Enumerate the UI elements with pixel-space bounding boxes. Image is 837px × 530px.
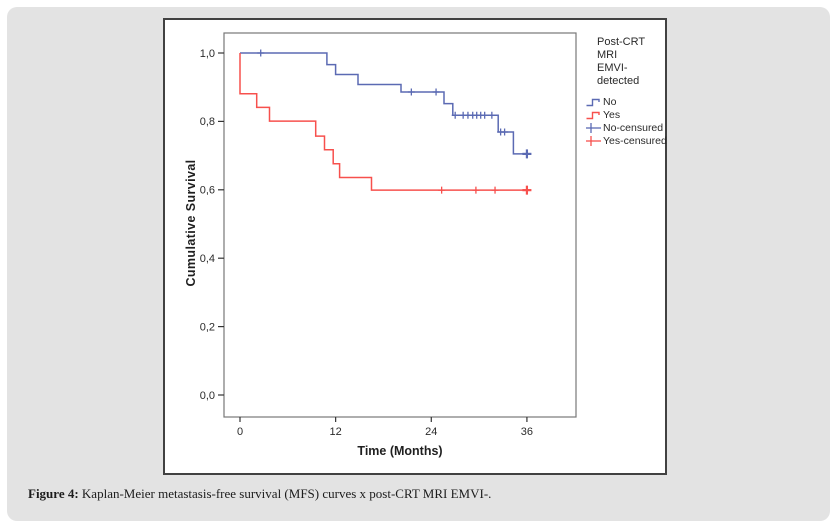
- y-tick-label: 0,8: [200, 116, 215, 128]
- y-tick-label: 0,0: [200, 390, 215, 402]
- y-axis-label: Cumulative Survival: [184, 159, 198, 287]
- legend-entry-label: Yes: [603, 108, 621, 121]
- legend-entry-label: No: [603, 95, 617, 108]
- x-axis-label: Time (Months): [357, 444, 443, 458]
- chart-panel: 0,0 0,2 0,4 0,6 0,8 1,0 0 12 24 36 Cumulative Sur…: [163, 18, 667, 475]
- legend-entry-yes: Yes: [586, 108, 666, 121]
- legend: Post-CRT MRI EMVI-detected No Yes No-censu…: [586, 36, 667, 147]
- y-tick-label: 0,2: [200, 321, 215, 333]
- legend-entry-no-censured: No-censured: [586, 121, 666, 134]
- figure-caption-label: Figure 4:: [28, 486, 79, 501]
- plot-area: 0,0 0,2 0,4 0,6 0,8 1,0 0 12 24 36: [200, 32, 577, 438]
- figure-caption-text: Kaplan-Meier metastasis-free survival (M…: [78, 486, 492, 501]
- x-tick-label: 24: [425, 426, 437, 438]
- x-tick-label: 0: [237, 426, 243, 438]
- censor-plus-icon: [586, 135, 601, 146]
- legend-entry-label: No-censured: [603, 121, 664, 134]
- legend-title-line1: Post-CRT MRI: [597, 36, 645, 61]
- step-line-icon: [586, 111, 600, 119]
- figure-caption: Figure 4: Kaplan-Meier metastasis-free s…: [28, 486, 748, 502]
- legend-items: No Yes No-censured Yes-censured: [586, 95, 667, 147]
- plot-frame: [223, 32, 577, 418]
- legend-title: Post-CRT MRI EMVI-detected: [586, 36, 666, 88]
- x-tick-label: 36: [521, 426, 533, 438]
- legend-entry-yes-censured: Yes-censured: [586, 134, 667, 147]
- y-tick-label: 1,0: [200, 48, 215, 60]
- y-tick-label: 0,6: [200, 185, 215, 197]
- y-tick-label: 0,4: [200, 253, 215, 265]
- legend-title-line2: EMVI-detected: [597, 62, 640, 87]
- step-line-icon: [586, 98, 600, 106]
- survival-curve-yes: [239, 53, 531, 191]
- censor-plus-icon: [586, 122, 601, 133]
- legend-entry-label: Yes-censured: [603, 134, 667, 147]
- legend-entry-no: No: [586, 95, 666, 108]
- x-tick-label: 12: [330, 426, 342, 438]
